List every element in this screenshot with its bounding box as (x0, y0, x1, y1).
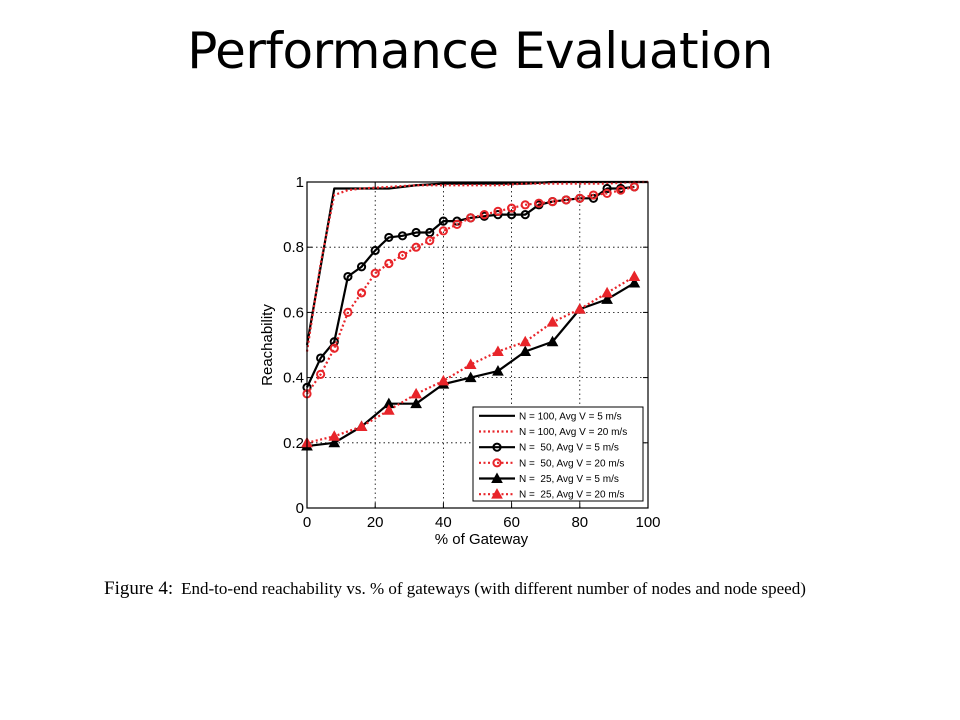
data-point-series-2 (493, 210, 503, 220)
data-point-series-2 (397, 231, 408, 241)
data-point-series-2 (411, 227, 421, 238)
x-tick-label: 20 (367, 514, 384, 531)
data-point-series-5 (546, 316, 559, 327)
data-point-series-3 (397, 250, 408, 260)
legend-entry-2: N = 50, Avg V = 5 m/s (519, 443, 619, 454)
data-point-series-3 (370, 268, 380, 278)
data-point-series-3 (356, 288, 367, 298)
legend-entry-4: N = 25, Avg V = 5 m/s (519, 474, 619, 485)
y-tick-label: 0.4 (283, 370, 304, 387)
data-point-series-3 (425, 236, 435, 246)
data-point-series-3 (602, 188, 612, 199)
data-point-series-3 (629, 182, 639, 192)
data-point-series-4 (464, 371, 477, 383)
x-tick-label: 0 (303, 514, 311, 531)
data-point-series-2 (316, 353, 326, 363)
data-point-series-4 (628, 277, 641, 288)
data-point-series-3 (575, 193, 585, 203)
legend-entry-3: N = 50, Avg V = 20 m/s (519, 458, 624, 469)
legend-marker-5 (491, 488, 503, 499)
figure-caption-text: End-to-end reachability vs. % of gateway… (181, 579, 806, 598)
legend-marker-3 (492, 458, 502, 468)
x-axis-label: % of Gateway (435, 531, 529, 548)
data-point-series-3 (588, 190, 599, 200)
slide-title: Performance Evaluation (187, 22, 773, 80)
y-tick-label: 0.8 (283, 239, 304, 256)
data-point-series-5 (628, 270, 641, 282)
data-point-series-3 (452, 219, 462, 229)
data-point-series-3 (479, 210, 489, 220)
data-point-series-3 (411, 242, 421, 252)
y-tick-label: 1 (296, 174, 304, 191)
data-point-series-4 (546, 335, 559, 347)
x-tick-label: 100 (635, 514, 660, 531)
data-point-series-3 (561, 195, 571, 205)
data-point-series-2 (602, 183, 612, 194)
data-point-series-5 (410, 387, 422, 399)
x-tick-label: 80 (571, 514, 588, 531)
data-point-series-2 (520, 210, 530, 220)
data-point-series-3 (493, 206, 503, 216)
data-point-series-4 (601, 293, 613, 304)
data-point-series-3 (507, 203, 517, 213)
data-point-series-3 (534, 198, 544, 208)
data-point-series-3 (616, 185, 626, 195)
data-point-series-3 (520, 200, 530, 210)
y-tick-label: 0.6 (283, 304, 304, 321)
data-point-series-2 (438, 216, 448, 226)
data-point-series-4 (519, 345, 532, 357)
figure-label: Figure 4: (104, 578, 174, 599)
legend-entry-0: N = 100, Avg V = 5 m/s (519, 411, 622, 422)
data-point-series-5 (382, 404, 395, 415)
series-line-3 (306, 185, 635, 395)
figure-caption: Figure 4: End-to-end reachability vs. % o… (104, 578, 864, 600)
data-point-series-5 (519, 335, 532, 347)
legend-marker-2 (492, 442, 502, 452)
y-tick-label: 0 (296, 500, 304, 517)
data-point-series-3 (438, 226, 448, 236)
data-point-series-5 (328, 430, 341, 441)
data-point-series-3 (329, 343, 339, 353)
data-point-series-3 (466, 213, 476, 223)
data-point-series-5 (437, 374, 450, 386)
y-tick-label: 0.2 (283, 435, 304, 452)
data-point-series-4 (328, 436, 341, 448)
legend-box (472, 406, 644, 502)
data-point-series-3 (316, 369, 326, 379)
data-point-series-2 (343, 271, 353, 282)
x-tick-label: 40 (435, 514, 452, 531)
data-point-series-5 (355, 420, 368, 431)
data-point-series-5 (464, 358, 477, 370)
data-point-series-3 (384, 258, 394, 269)
data-point-series-5 (601, 286, 613, 298)
data-point-series-4 (492, 365, 504, 376)
plot-frame (306, 181, 649, 509)
data-point-series-5 (573, 303, 586, 314)
data-point-series-5 (492, 345, 504, 357)
data-point-series-3 (547, 196, 558, 207)
legend-entry-1: N = 100, Avg V = 20 m/s (519, 427, 627, 438)
data-point-series-2 (370, 245, 380, 256)
legend-marker-4 (491, 472, 503, 483)
series-line-1 (305, 180, 648, 352)
data-point-series-4 (410, 397, 422, 409)
x-tick-label: 60 (503, 514, 520, 531)
y-axis-label: Reachability (259, 304, 276, 386)
data-point-series-2 (356, 262, 367, 272)
legend-entry-5: N = 25, Avg V = 20 m/s (519, 490, 624, 501)
data-point-series-2 (384, 232, 394, 243)
data-point-series-3 (343, 307, 353, 317)
